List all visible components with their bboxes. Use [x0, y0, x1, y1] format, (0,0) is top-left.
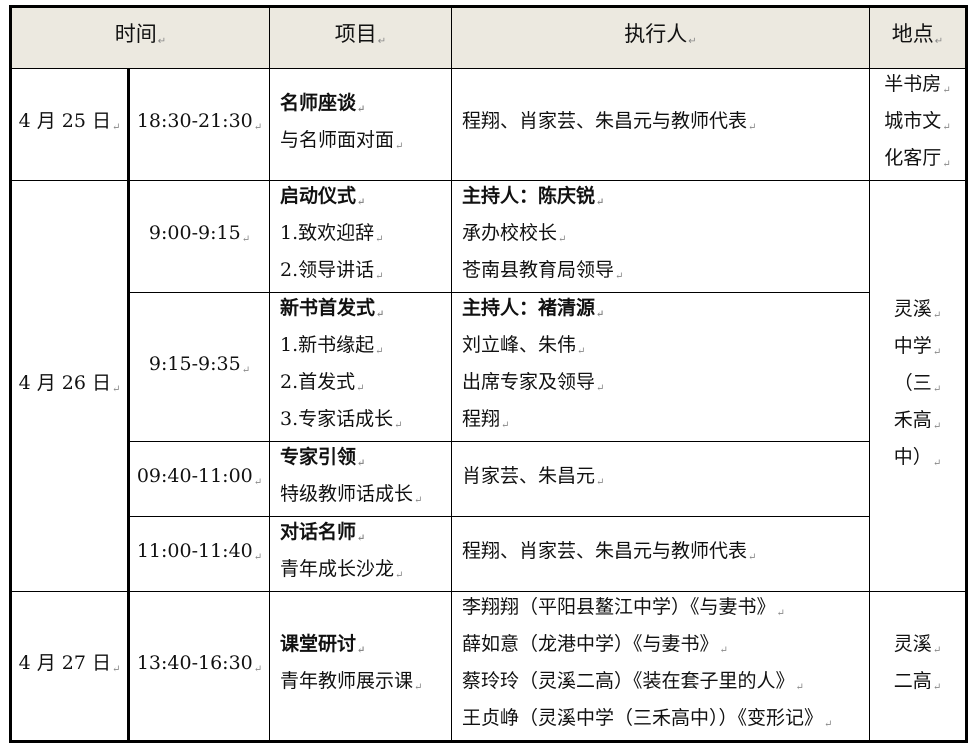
header-label: 执行人: [624, 22, 696, 46]
item-detail: 2.领导讲话: [280, 255, 451, 292]
people-line: 承办校校长: [462, 218, 869, 255]
place-line: （三: [870, 368, 965, 405]
item-title: 专家引领: [280, 442, 451, 479]
table-row: 11:00-11:40 对话名师青年成长沙龙程翔、肖家芸、朱昌元与教师代表: [11, 516, 967, 592]
item-cell: 新书首发式1.新书缘起2.首发式3.专家话成长: [269, 292, 452, 442]
table-row: 9:15-9:35新书首发式1.新书缘起2.首发式3.专家话成长主持人：褚清源刘…: [11, 292, 967, 442]
people-line: 程翔、肖家芸、朱昌元与教师代表: [462, 106, 869, 143]
time-cell: 13:40-16:30: [128, 591, 270, 742]
date-cell: 4 月 26 日: [10, 180, 130, 592]
place-line: 半书房: [870, 69, 965, 106]
header-col-2: 执行人: [451, 6, 870, 69]
time-text: 18:30-21:30: [137, 110, 262, 132]
place-line: 灵溪: [870, 629, 965, 666]
place-cell: 灵溪中学（三禾高中）: [869, 180, 967, 592]
item-title: 启动仪式: [280, 181, 451, 218]
people-line: 苍南县教育局领导: [462, 255, 869, 292]
header-time: 时间: [10, 6, 270, 69]
item-detail: 1.新书缘起: [280, 330, 451, 367]
date-text: 4 月 27 日: [19, 652, 121, 674]
date-text: 4 月 25 日: [19, 110, 121, 132]
item-detail: 青年教师展示课: [280, 666, 451, 703]
time-text: 09:40-11:00: [137, 465, 262, 487]
place-cell: 灵溪二高: [869, 591, 967, 742]
people-line: 蔡玲玲（灵溪二高）《装在套子里的人》: [462, 666, 869, 703]
item-title: 新书首发式: [280, 293, 451, 330]
item-title: 课堂研讨: [280, 629, 451, 666]
time-cell: 9:15-9:35: [128, 292, 270, 442]
item-cell: 对话名师青年成长沙龙: [269, 516, 452, 592]
item-cell: 课堂研讨青年教师展示课: [269, 591, 452, 742]
people-line: 主持人：陈庆锐: [462, 181, 869, 218]
people-cell: 程翔、肖家芸、朱昌元与教师代表: [451, 516, 870, 592]
item-title: 对话名师: [280, 517, 451, 554]
header-label: 地点: [892, 22, 943, 46]
item-title: 名师座谈: [280, 88, 451, 125]
item-detail: 与名师面对面: [280, 125, 451, 162]
item-detail: 青年成长沙龙: [280, 554, 451, 591]
people-cell: 肖家芸、朱昌元: [451, 441, 870, 517]
people-cell: 主持人：陈庆锐承办校校长苍南县教育局领导: [451, 180, 870, 293]
people-line: 王贞峥（灵溪中学（三禾高中））《变形记》: [462, 703, 869, 740]
header-col-1: 项目: [269, 6, 452, 69]
people-line: 出席专家及领导: [462, 367, 869, 404]
people-cell: 主持人：褚清源刘立峰、朱伟出席专家及领导程翔: [451, 292, 870, 442]
time-cell: 18:30-21:30: [128, 68, 270, 181]
item-cell: 专家引领特级教师话成长: [269, 441, 452, 517]
header-col-3: 地点: [869, 6, 967, 69]
date-cell: 4 月 25 日: [10, 68, 130, 181]
time-text: 9:15-9:35: [149, 353, 250, 375]
schedule-table: 时间项目执行人地点4 月 25 日18:30-21:30名师座谈与名师面对面程翔…: [9, 5, 968, 743]
time-text: 9:00-9:15: [149, 222, 250, 244]
people-line: 程翔: [462, 404, 869, 441]
item-detail: 1.致欢迎辞: [280, 218, 451, 255]
people-line: 程翔、肖家芸、朱昌元与教师代表: [462, 536, 869, 573]
place-line: 灵溪: [870, 294, 965, 331]
item-cell: 启动仪式1.致欢迎辞2.领导讲话: [269, 180, 452, 293]
date-cell: 4 月 27 日: [10, 591, 130, 742]
time-cell: 9:00-9:15: [128, 180, 270, 293]
place-cell: 半书房城市文化客厅: [869, 68, 967, 181]
time-text: 11:00-11:40: [137, 540, 262, 562]
item-detail: 3.专家话成长: [280, 404, 451, 441]
people-line: 主持人：褚清源: [462, 293, 869, 330]
people-cell: 李翔翔（平阳县鳌江中学）《与妻书》薛如意（龙港中学）《与妻书》蔡玲玲（灵溪二高）…: [451, 591, 870, 742]
time-cell: 11:00-11:40: [128, 516, 270, 592]
date-text: 4 月 26 日: [19, 372, 121, 394]
header-label: 时间: [115, 22, 166, 46]
time-cell: 09:40-11:00: [128, 441, 270, 517]
place-line: 城市文: [870, 106, 965, 143]
people-line: 薛如意（龙港中学）《与妻书》: [462, 629, 869, 666]
header-label: 项目: [335, 22, 386, 46]
place-line: 禾高: [870, 405, 965, 442]
people-line: 李翔翔（平阳县鳌江中学）《与妻书》: [462, 592, 869, 629]
item-detail: 2.首发式: [280, 367, 451, 404]
table-row: 4 月 25 日 18:30-21:30 名师座谈与名师面对面程翔、肖家芸、朱昌元与…: [10, 68, 967, 181]
people-line: 刘立峰、朱伟: [462, 330, 869, 367]
people-cell: 程翔、肖家芸、朱昌元与教师代表: [451, 68, 870, 181]
place-line: 中）: [870, 442, 965, 479]
item-cell: 名师座谈与名师面对面: [269, 68, 452, 181]
item-detail: 特级教师话成长: [280, 479, 451, 516]
place-line: 化客厅: [870, 143, 965, 180]
time-text: 13:40-16:30: [137, 652, 262, 674]
table-row: 4 月 26 日 9:00-9:15 启动仪式1.致欢迎辞2.领导讲话主持人：陈庆锐…: [10, 180, 967, 592]
place-line: 二高: [870, 666, 965, 703]
place-line: 中学: [870, 331, 965, 368]
table-row: 09:40-11:00 专家引领特级教师话成长肖家芸、朱昌元: [11, 441, 967, 517]
people-line: 肖家芸、朱昌元: [462, 461, 869, 498]
table-row: 4 月 27 日 13:40-16:30 课堂研讨青年教师展示课李翔翔（平阳县鳌江中…: [10, 591, 967, 742]
